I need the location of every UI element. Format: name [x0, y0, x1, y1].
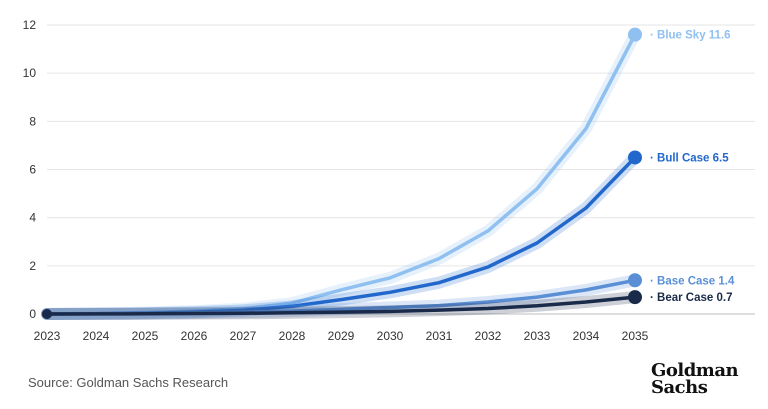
x-tick-label: 2024: [83, 329, 110, 343]
x-tick-label: 2028: [279, 329, 306, 343]
y-tick-label: 4: [29, 211, 36, 225]
series-end-marker: [628, 273, 642, 288]
y-tick-label: 6: [29, 163, 36, 177]
x-tick-label: 2026: [181, 329, 208, 343]
x-tick-label: 2034: [573, 329, 600, 343]
y-tick-label: 8: [29, 114, 36, 128]
series-end-label: · Bear Case 0.7: [650, 292, 732, 304]
x-tick-label: 2029: [328, 329, 355, 343]
series-start-marker: [42, 309, 52, 319]
series-line: [45, 295, 637, 316]
series-end-marker: [628, 150, 642, 165]
end-labels: · Blue Sky 11.6 · Bull Case 6.5 · Base Cas…: [650, 30, 735, 305]
x-tick-label: 2027: [230, 329, 257, 343]
x-tick-label: 2030: [377, 329, 404, 343]
y-tick-label: 2: [29, 259, 36, 273]
x-tick-label: 2023: [34, 329, 61, 343]
x-tick-label: 2032: [475, 329, 502, 343]
source-note: Source: Goldman Sachs Research: [28, 375, 229, 390]
y-axis-ticks: 0 2 4 6 8 10 12: [23, 18, 37, 321]
y-tick-label: 0: [29, 307, 36, 321]
gridlines: [47, 24, 755, 315]
series-end-label: · Blue Sky 11.6: [650, 30, 731, 42]
series-line: [45, 32, 637, 316]
series-end-marker: [628, 290, 642, 305]
series-end-marker: [628, 27, 642, 42]
x-tick-label: 2025: [132, 329, 159, 343]
x-axis-ticks: 2023 2024 2025 2026 2027 2028 2029 2030 2031 2032…: [34, 329, 649, 343]
y-tick-label: 12: [23, 18, 37, 32]
x-tick-label: 2035: [622, 329, 649, 343]
x-tick-label: 2033: [524, 329, 551, 343]
series-end-label: · Bull Case 6.5: [650, 152, 729, 164]
y-tick-label: 10: [23, 66, 37, 80]
x-tick-label: 2031: [426, 329, 453, 343]
logo-line-1: Goldman: [651, 360, 739, 381]
series-end-label: · Base Case 1.4: [650, 275, 735, 287]
series-group: [41, 27, 642, 320]
goldman-sachs-logo: Goldman Sachs: [651, 360, 751, 398]
logo-line-2: Sachs: [651, 377, 708, 398]
